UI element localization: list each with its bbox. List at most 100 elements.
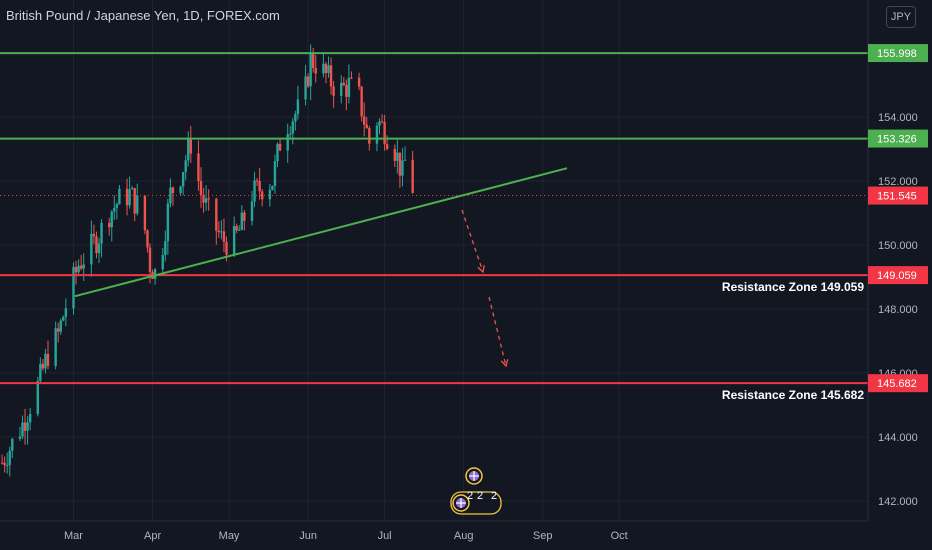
candle-body [243, 212, 246, 221]
projection-arrow-head [477, 264, 485, 274]
candle-body [118, 188, 121, 205]
event-count-label: 2 [467, 490, 473, 502]
price-badge [868, 186, 928, 205]
candle-body [289, 133, 292, 135]
candle-body [253, 180, 256, 202]
candle-body [306, 76, 310, 87]
candle-body [90, 233, 93, 265]
y-tick-label: 152.000 [878, 176, 918, 188]
candle-body [202, 194, 205, 203]
candle-body [187, 138, 190, 161]
candle-body [125, 188, 129, 206]
candle-body [375, 125, 379, 144]
candle-body [296, 99, 300, 115]
candle-body [64, 308, 68, 317]
candle-body [146, 230, 149, 248]
candle-body [189, 138, 192, 154]
candle-body [161, 254, 164, 270]
candle-body [136, 195, 139, 214]
candle-body [95, 236, 98, 254]
candle-body [41, 363, 45, 369]
candle-body [347, 77, 351, 97]
candle-body [92, 233, 96, 237]
candle-body [363, 116, 366, 125]
candle-body [294, 114, 297, 122]
candle-body [113, 207, 116, 212]
candle-body [340, 82, 343, 96]
candle-body [240, 212, 243, 230]
resistance-zone-label: Resistance Zone 149.059 [722, 280, 864, 294]
price-badge [868, 129, 928, 148]
time-axis[interactable]: Mar Apr May Jun Jul Aug Sep Oct [0, 520, 868, 550]
candle-body [110, 211, 113, 228]
projection-arrow-line [488, 296, 507, 367]
candle-body [393, 148, 396, 161]
candle-body [108, 222, 111, 228]
candle-body [197, 153, 200, 182]
price-badge [868, 374, 928, 393]
y-tick-label: 142.000 [878, 496, 918, 508]
price-badge-label: 155.998 [877, 48, 917, 60]
candle-body [100, 222, 103, 244]
candle-body [327, 65, 330, 73]
candle-body [77, 265, 80, 273]
candle-body [62, 316, 65, 321]
time-axis-bg [0, 521, 868, 550]
candle-body [179, 186, 182, 194]
candle-body [0, 462, 4, 464]
resistance-zone-label: Resistance Zone 145.682 [722, 388, 864, 402]
candle-body [128, 189, 131, 206]
candle-body [82, 264, 85, 269]
candle-body [11, 438, 14, 451]
candle-body [383, 121, 386, 145]
horizontal-levels: Resistance Zone 149.059 Resistance Zone 1… [0, 52, 868, 402]
candle-body [365, 124, 368, 129]
candle-body [368, 128, 371, 144]
candle-body [312, 52, 315, 68]
candle-body [115, 204, 119, 208]
price-axis[interactable]: 142.000144.000146.000148.000150.000152.0… [867, 0, 932, 550]
candle-body [401, 160, 404, 176]
candle-body [258, 181, 261, 192]
candle-body [217, 230, 221, 233]
x-tick-label: Jul [378, 530, 392, 542]
candle-body [232, 226, 236, 255]
x-tick-label: Jun [299, 530, 317, 542]
candle-body [130, 188, 134, 190]
trendline[interactable] [74, 167, 568, 298]
candle-body [215, 198, 218, 231]
candle-body [143, 195, 147, 231]
candle-body [225, 241, 228, 255]
candle-body [97, 243, 101, 254]
candle-body [6, 465, 9, 467]
projection-arrow-line [461, 209, 484, 273]
projection-arrows [461, 209, 509, 368]
candle-body [220, 231, 223, 233]
candle-body [309, 52, 312, 87]
candle-body [204, 198, 208, 203]
price-badge-label: 153.326 [877, 134, 917, 146]
candle-body [235, 226, 238, 231]
candle-body [3, 462, 6, 466]
currency-button[interactable]: JPY [886, 6, 916, 28]
chart-grid [0, 0, 868, 521]
candle-body [184, 160, 187, 173]
candle-body [222, 231, 226, 242]
candle-body [59, 320, 62, 332]
candle-body [26, 422, 29, 431]
candle-body [411, 159, 414, 193]
candle-body [169, 187, 172, 204]
candle-body [322, 63, 325, 74]
candle-body [268, 189, 272, 200]
candle-body [21, 422, 24, 437]
candle-body [8, 450, 11, 466]
candle-body [276, 143, 279, 162]
x-tick-label: Oct [611, 530, 628, 542]
candle-body [329, 65, 333, 87]
candlestick-series [0, 44, 414, 477]
candle-body [153, 269, 157, 279]
candle-body [28, 413, 32, 423]
y-tick-label: 154.000 [878, 112, 918, 124]
